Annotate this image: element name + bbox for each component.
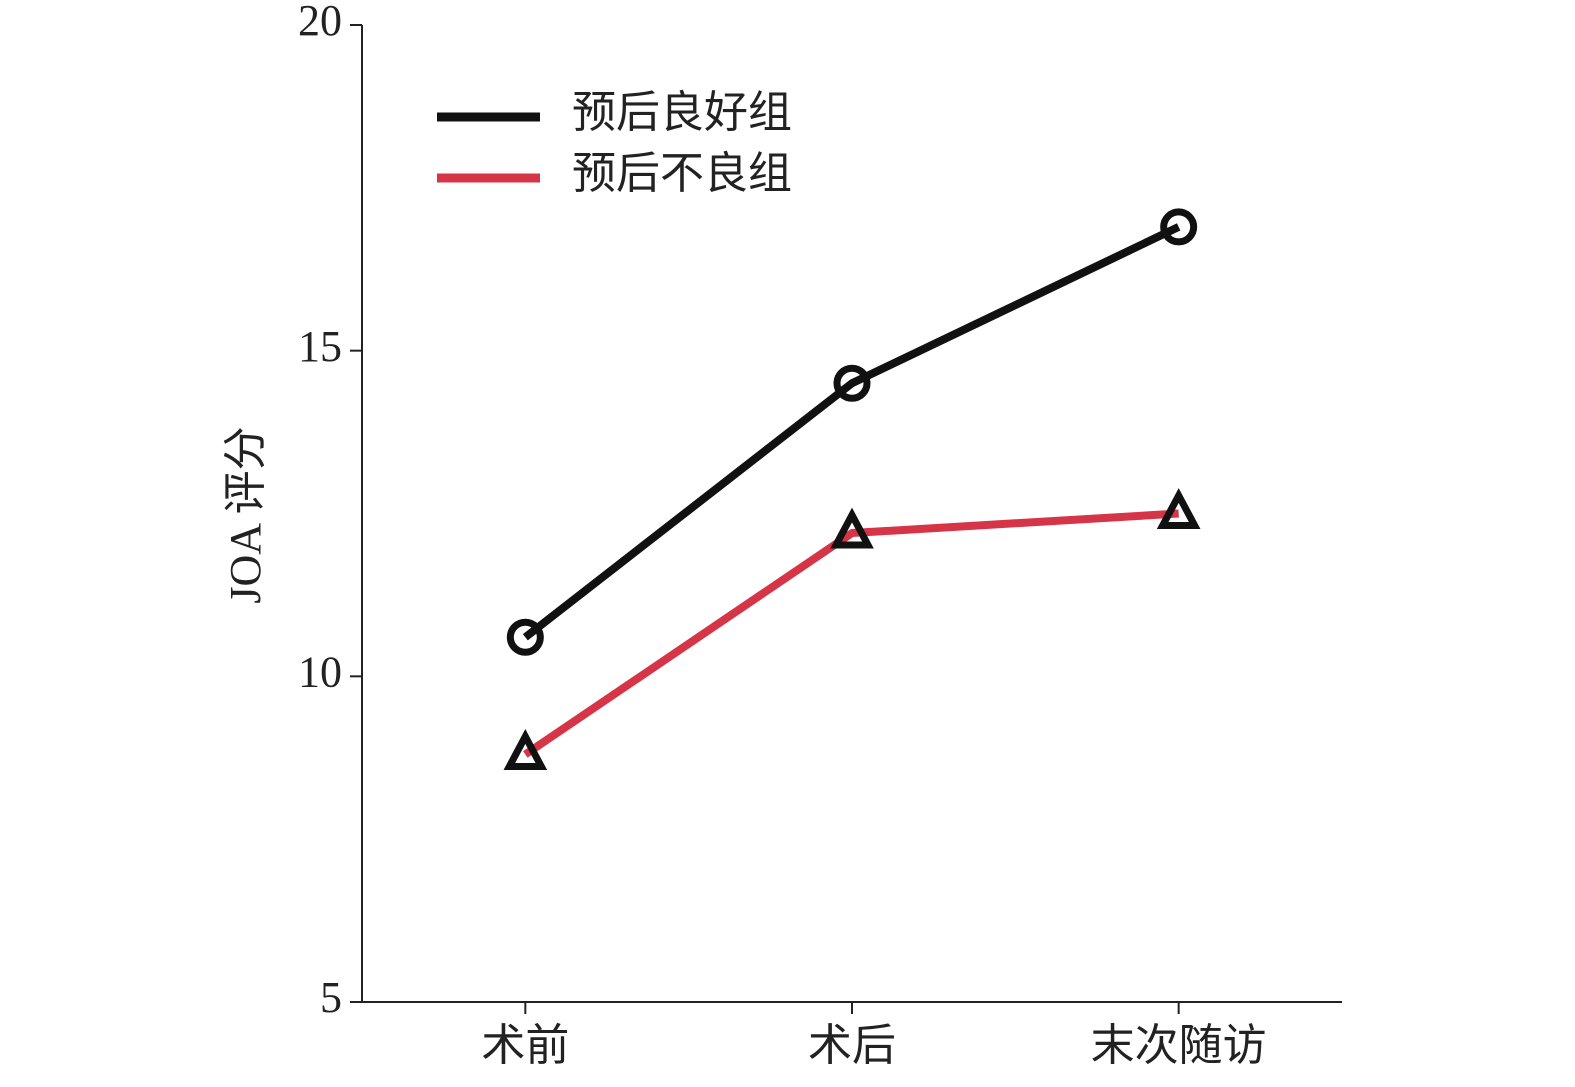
y-tick-label: 5 <box>320 973 342 1022</box>
line <box>523 509 1179 758</box>
y-tick-label: 10 <box>298 647 342 696</box>
line <box>522 223 1181 641</box>
point <box>830 507 874 549</box>
legend-label: 预后良好组 <box>572 88 792 137</box>
point <box>1156 488 1201 529</box>
y-axis-label: JOA 评分 <box>221 426 270 603</box>
x-tick-label: 末次随访 <box>1091 1021 1267 1070</box>
x-tick-label: 术前 <box>481 1021 569 1070</box>
point <box>1160 208 1198 246</box>
point <box>506 618 544 656</box>
point <box>503 729 548 770</box>
y-tick-label: 20 <box>298 0 342 45</box>
legend-label: 预后不良组 <box>572 149 792 198</box>
x-tick-label: 术后 <box>808 1021 896 1070</box>
point <box>833 364 871 402</box>
y-tick-label: 15 <box>298 322 342 371</box>
